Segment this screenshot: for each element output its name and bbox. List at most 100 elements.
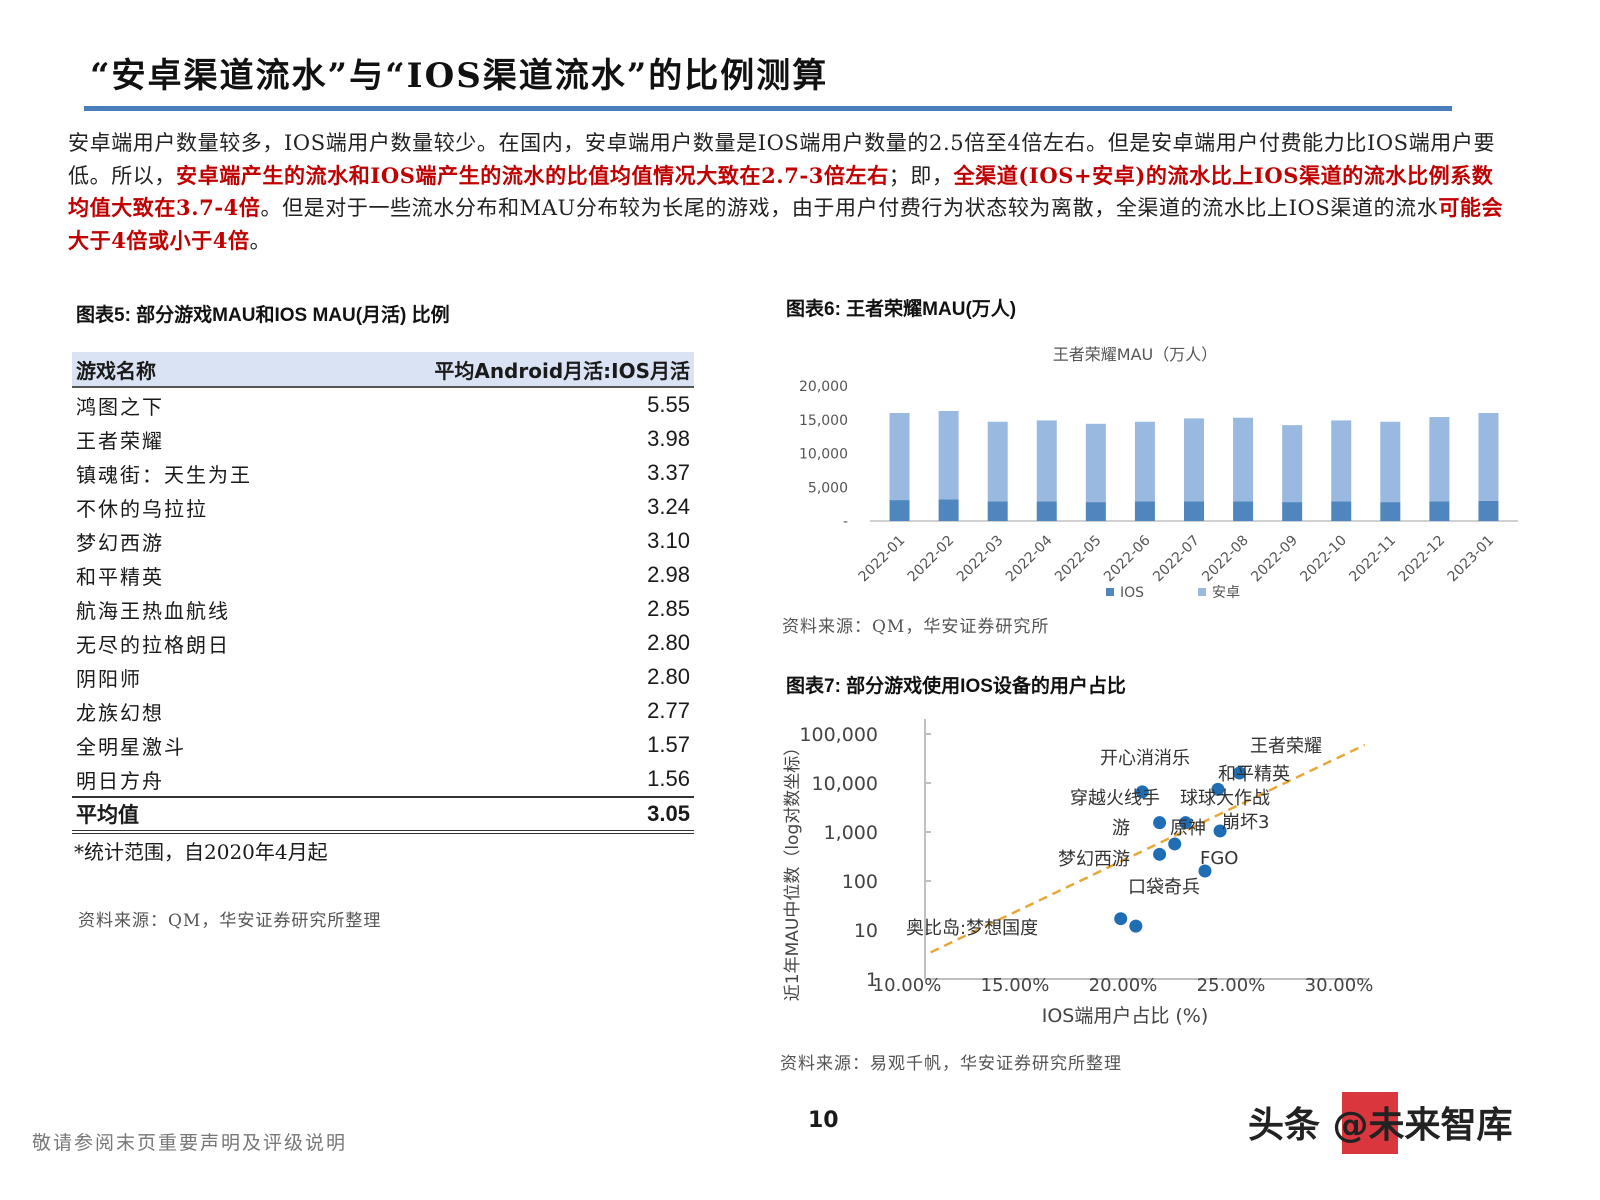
x-axis-label: IOS端用户占比 (%) (1042, 1005, 1209, 1027)
scatter-point (1211, 782, 1225, 796)
scatter-point (1153, 847, 1167, 861)
point-label: 崩坏3 (1222, 812, 1269, 833)
bar-segment-android (889, 413, 910, 501)
legend-swatch (1198, 588, 1206, 596)
intro-highlight: 安卓端产生的流水和IOS端产生的流水的比值均值情况大致在2.7-3倍左右 (176, 162, 889, 188)
scatter-point (1153, 816, 1167, 830)
bar-segment-ios (938, 499, 959, 521)
table-row: 全明星激斗 1.57 (72, 728, 694, 762)
bar-segment-android (1134, 421, 1155, 502)
bar-segment-ios (987, 501, 1008, 521)
bar-segment-ios (1380, 502, 1401, 521)
scatter-point (1168, 837, 1182, 851)
game-name: 阴阳师 (76, 666, 142, 691)
bar-segment-android (1478, 413, 1499, 501)
game-name: 和平精英 (76, 564, 164, 589)
point-label: 梦幻西游 (1058, 849, 1130, 870)
footer-disclaimer: 敬请参阅末页重要声明及评级说明 (32, 1132, 348, 1154)
bar-segment-android (1331, 420, 1352, 502)
x-tick-label: 30.00% (1305, 975, 1374, 996)
game-name: 明日方舟 (76, 768, 164, 793)
game-name: 航海王热血航线 (76, 598, 230, 623)
fig5-note: *统计范围，自2020年4月起 (74, 840, 328, 864)
bar-segment-android (1036, 420, 1057, 502)
intro-text: 。 (249, 228, 272, 253)
bar-segment-android (1429, 417, 1450, 502)
bar-segment-android (1233, 417, 1254, 502)
scatter-point (1135, 785, 1149, 799)
x-tick-label: 15.00% (981, 975, 1050, 996)
ratio-value: 3.24 (647, 494, 690, 519)
bar-segment-android (1282, 425, 1303, 503)
game-name: 全明星激斗 (76, 734, 186, 759)
y-tick-label: 10,000 (799, 447, 848, 463)
legend-label: 安卓 (1212, 585, 1240, 601)
fig7-source: 资料来源：易观千帆，华安证券研究所整理 (780, 1054, 1122, 1074)
x-tick-label: 2022-01 (856, 533, 909, 586)
scatter-point (1198, 864, 1212, 878)
bar-segment-ios (1233, 501, 1254, 521)
table-row: 无尽的拉格朗日 2.80 (72, 626, 694, 660)
table-row: 和平精英 2.98 (72, 558, 694, 592)
avg-value: 3.05 (647, 801, 690, 826)
ratio-value: 2.80 (647, 630, 690, 655)
bar-segment-android (1380, 421, 1401, 503)
ratio-value: 3.37 (647, 460, 690, 485)
fig5-table: 游戏名称 平均Android月活:IOS月活 鸿图之下 5.55 王者荣耀 3.98 镇… (72, 352, 694, 834)
x-tick-label: 2022-09 (1248, 533, 1301, 586)
bar-segment-ios (1429, 501, 1450, 521)
x-tick-label: 20.00% (1089, 975, 1158, 996)
title-divider (84, 106, 1452, 111)
ratio-value: 2.80 (647, 664, 690, 689)
game-name: 镇魂街：天生为王 (76, 462, 252, 487)
bar-segment-ios (1282, 502, 1303, 521)
y-tick-label: 100,000 (799, 724, 878, 746)
x-tick-label: 2023-01 (1445, 533, 1498, 586)
ratio-value: 2.85 (647, 596, 690, 621)
bar-segment-ios (1085, 502, 1106, 521)
x-tick-label: 25.00% (1197, 975, 1266, 996)
ratio-value: 1.57 (647, 732, 690, 757)
x-tick-label: 2022-12 (1396, 533, 1449, 586)
scatter-point (1233, 766, 1247, 780)
x-tick-label: 2022-07 (1150, 533, 1203, 586)
intro-highlight: 可能会大于4倍或小于4倍 (68, 195, 1504, 253)
legend-label: IOS (1120, 585, 1144, 601)
ratio-value: 2.98 (647, 562, 690, 587)
table-row: 航海王热血航线 2.85 (72, 592, 694, 626)
table-row: 阴阳师 2.80 (72, 660, 694, 694)
x-tick-label: 2022-10 (1297, 533, 1350, 586)
game-name: 梦幻西游 (76, 530, 164, 555)
x-tick-label: 2022-06 (1101, 532, 1154, 585)
bar-segment-ios (889, 500, 910, 521)
fig5-title: 图表5: 部分游戏MAU和IOS MAU(月活) 比例 (76, 305, 450, 326)
scatter-point (1213, 824, 1227, 838)
bar-segment-android (1184, 418, 1204, 502)
intro-text: 安卓端用户数量较多，IOS端用户数量较少。在国内，安卓端用户数量是IOS端用户数… (68, 131, 1496, 188)
fig7-title: 图表7: 部分游戏使用IOS设备的用户占比 (786, 676, 1126, 697)
watermark: 头条 @未来智库 (1248, 1105, 1513, 1146)
point-label: 奥比岛:梦想国度 (906, 918, 1038, 939)
table-header: 游戏名称 平均Android月活:IOS月活 (72, 352, 694, 388)
y-axis-label: 近1年MAU中位数（log对数坐标） (783, 739, 803, 1001)
game-name: 不休的乌拉拉 (76, 496, 208, 521)
table-average-row: 平均值 3.05 (72, 796, 694, 834)
page-number: 10 (808, 1108, 839, 1133)
y-tick-label: 5,000 (808, 480, 848, 496)
y-tick-label: 10,000 (812, 773, 878, 795)
game-name: 无尽的拉格朗日 (76, 632, 230, 657)
bar-segment-ios (1331, 501, 1352, 521)
table-row: 不休的乌拉拉 3.24 (72, 490, 694, 524)
table-row: 龙族幻想 2.77 (72, 694, 694, 728)
point-label: 原神 (1170, 818, 1206, 839)
table-row: 王者荣耀 3.98 (72, 422, 694, 456)
bar-chart-title: 王者荣耀MAU（万人） (1053, 345, 1217, 364)
point-label: 王者荣耀 (1250, 736, 1322, 757)
point-label: 和平精英 (1218, 764, 1290, 785)
point-label: 穿越火线手 (1070, 788, 1160, 809)
ratio-value: 5.55 (647, 392, 690, 417)
y-tick-label: 100 (842, 871, 878, 893)
col-header-value: 平均Android月活:IOS月活 (434, 358, 690, 383)
bar-segment-android (938, 410, 959, 500)
point-label: 开心消消乐 (1100, 748, 1190, 769)
